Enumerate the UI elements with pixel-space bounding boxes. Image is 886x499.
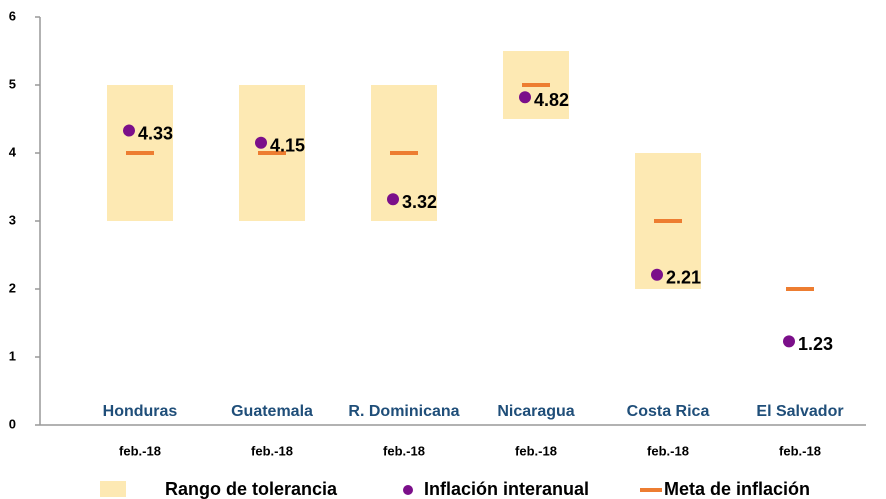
legend-swatch xyxy=(403,485,413,495)
inflation-dot xyxy=(387,193,399,206)
inflation-dot xyxy=(651,268,663,281)
y-tick-label: 0 xyxy=(9,416,16,431)
y-tick-label: 1 xyxy=(9,348,16,363)
value-label: 4.82 xyxy=(534,90,569,110)
period-label: feb.-18 xyxy=(647,443,689,458)
y-tick-label: 6 xyxy=(9,8,16,23)
period-label: feb.-18 xyxy=(383,443,425,458)
x-tick-label: Costa Rica xyxy=(627,403,710,420)
y-tick-label: 4 xyxy=(9,144,17,159)
value-label: 2.21 xyxy=(666,267,701,287)
x-tick-label: Nicaragua xyxy=(497,403,574,420)
period-label: feb.-18 xyxy=(251,443,293,458)
value-label: 3.32 xyxy=(402,192,437,212)
period-label: feb.-18 xyxy=(515,443,557,458)
legend-label: Inflación interanual xyxy=(424,479,589,499)
x-tick-label: R. Dominicana xyxy=(348,403,459,420)
value-label: 4.15 xyxy=(270,136,305,156)
inflation-dot xyxy=(255,136,267,149)
inflation-dot xyxy=(783,335,795,348)
y-tick-label: 2 xyxy=(9,280,16,295)
value-label: 4.33 xyxy=(138,123,173,143)
period-label: feb.-18 xyxy=(119,443,161,458)
value-label: 1.23 xyxy=(798,334,833,354)
x-tick-label: El Salvador xyxy=(756,403,843,420)
y-tick-label: 5 xyxy=(9,76,16,91)
legend-swatch xyxy=(100,481,126,497)
period-label: feb.-18 xyxy=(779,443,821,458)
inflation-dot xyxy=(123,124,135,137)
legend-label: Rango de tolerancia xyxy=(165,479,338,499)
x-tick-label: Honduras xyxy=(103,403,178,420)
legend-label: Meta de inflación xyxy=(664,479,810,499)
x-tick-label: Guatemala xyxy=(231,403,313,420)
inflation-dot xyxy=(519,91,531,104)
y-tick-label: 3 xyxy=(9,212,16,227)
